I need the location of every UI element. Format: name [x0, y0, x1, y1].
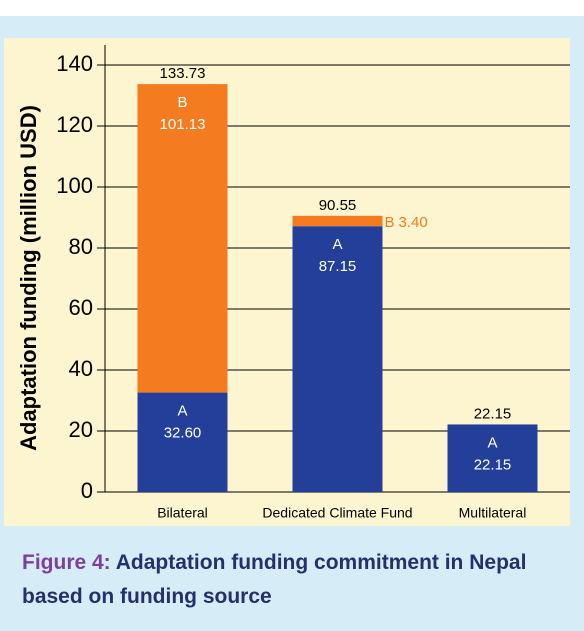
value-label: 32.60 — [164, 425, 202, 442]
series-label: B — [177, 94, 187, 111]
caption-label: Figure 4: — [22, 551, 111, 574]
bar-segment — [447, 424, 538, 492]
series-label: A — [487, 434, 497, 451]
x-tick-label: Dedicated Climate Fund — [262, 505, 412, 521]
y-tick-label: 40 — [69, 356, 93, 381]
bar-segment — [292, 215, 383, 227]
total-label: 133.73 — [160, 65, 206, 82]
x-tick-label: Bilateral — [157, 505, 208, 521]
series-label: B — [385, 214, 395, 231]
series-label: A — [177, 403, 187, 420]
value-label: 87.15 — [319, 258, 357, 275]
caption: Figure 4: Adaptation funding commitment … — [22, 546, 542, 614]
bar-segment — [292, 226, 383, 492]
bar-segment — [137, 392, 228, 492]
bar-segment — [137, 84, 228, 393]
y-tick-label: 80 — [69, 234, 93, 259]
top-strip — [0, 0, 584, 16]
value-label: 101.13 — [160, 116, 206, 133]
y-tick-label: 120 — [56, 112, 93, 137]
total-label: 22.15 — [474, 405, 512, 422]
y-tick-label: 100 — [56, 173, 93, 198]
value-label: 22.15 — [474, 456, 512, 473]
y-axis-label: Adaptation funding (million USD) — [16, 105, 41, 451]
chart: Adaptation funding (million USD) 0 20 40 60… — [0, 0, 584, 526]
y-tick-label: 20 — [69, 417, 93, 442]
caption-title: Adaptation funding commitment in Nepal b… — [22, 551, 527, 608]
value-label: 3.40 — [399, 214, 428, 231]
y-tick-label: 0 — [81, 478, 93, 503]
y-tick-label: 60 — [69, 295, 93, 320]
series-label: A — [332, 236, 342, 253]
x-tick-label: Multilateral — [459, 505, 527, 521]
total-label: 90.55 — [319, 197, 357, 214]
y-tick-label: 140 — [56, 51, 93, 76]
